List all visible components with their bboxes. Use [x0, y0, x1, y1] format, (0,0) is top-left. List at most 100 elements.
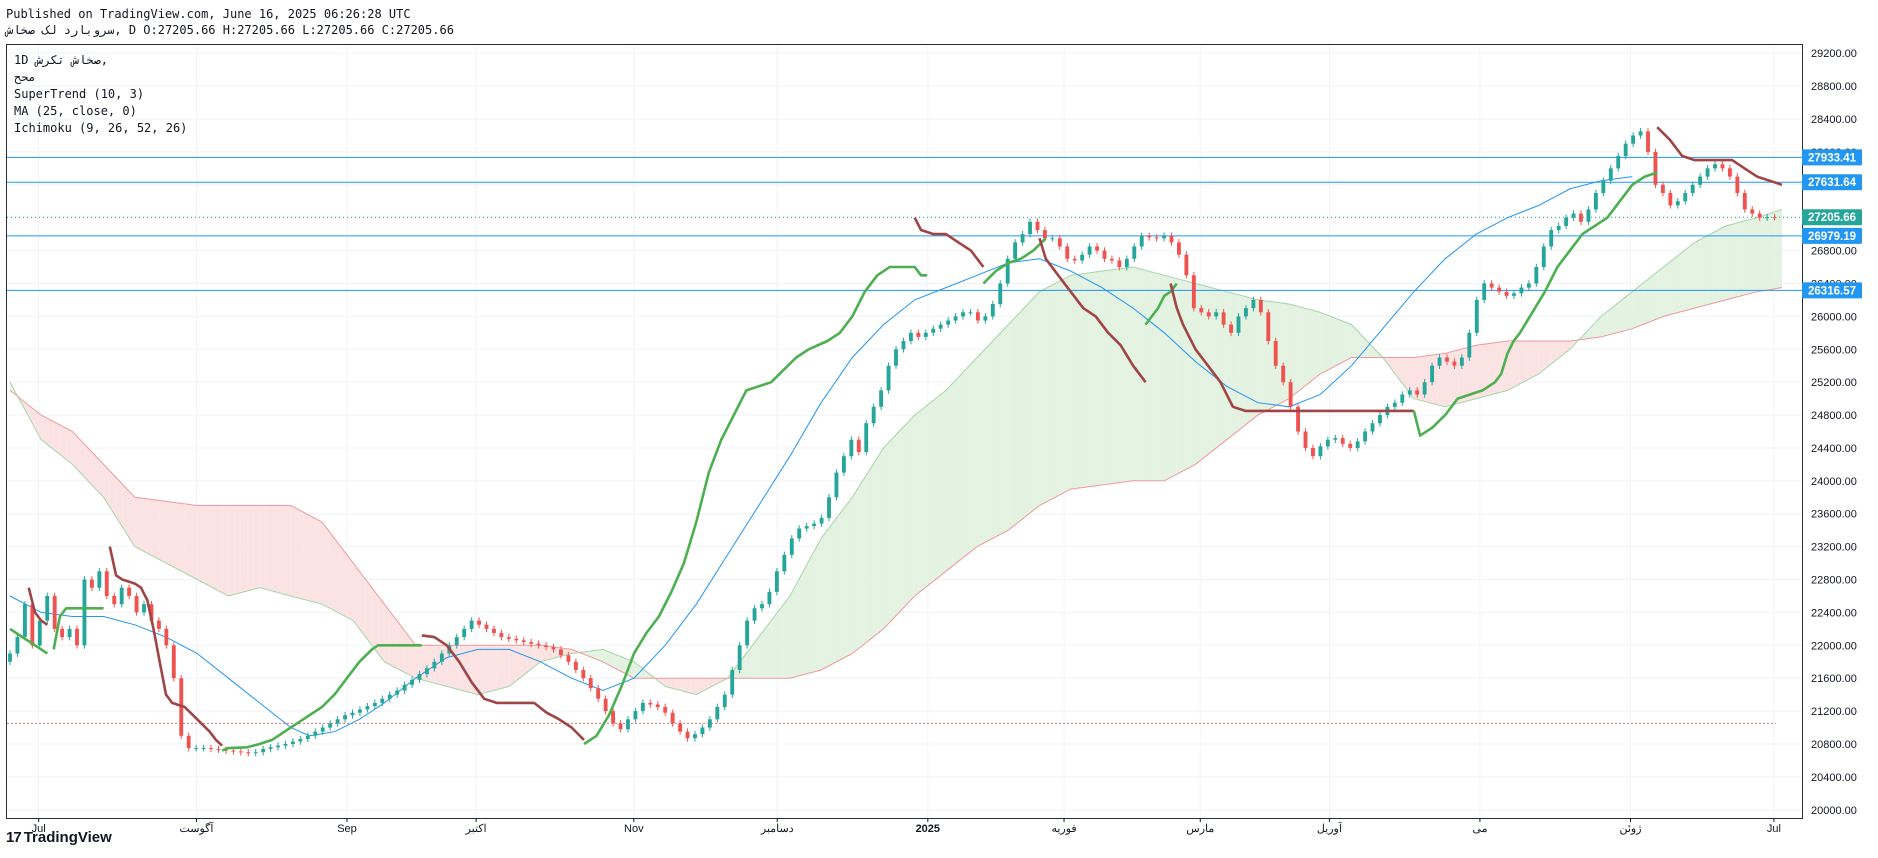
legend-exchange: محح	[14, 70, 36, 84]
ichimoku-cloud-segment	[209, 505, 216, 590]
candle-body	[1072, 258, 1077, 261]
ichimoku-cloud-segment	[1725, 224, 1733, 300]
candle-body	[402, 684, 407, 691]
candle-body	[1571, 213, 1576, 218]
ichimoku-cloud-segment	[1588, 322, 1595, 339]
supertrend-up-line	[52, 606, 104, 650]
candle-body	[238, 751, 243, 753]
ichimoku-cloud-segment	[1357, 331, 1364, 358]
candle-body	[514, 638, 519, 641]
candle-body	[767, 591, 772, 605]
ichimoku-cloud-segment	[1145, 270, 1152, 481]
x-tick-label: آوریل	[1317, 822, 1343, 835]
candle-body	[97, 571, 102, 588]
ichimoku-cloud-segment	[740, 653, 747, 679]
price-label-box	[1802, 209, 1862, 226]
candle-body	[640, 702, 645, 712]
ichimoku-cloud-segment	[1189, 281, 1196, 468]
candle-body	[156, 620, 161, 629]
ichimoku-cloud-segment	[1226, 291, 1233, 440]
ichimoku-cloud-segment	[309, 515, 316, 603]
candle-body	[1124, 258, 1129, 268]
ichimoku-cloud-segment	[1195, 283, 1202, 465]
ichimoku-cloud-segment	[995, 331, 1003, 537]
ichimoku-cloud-segment	[827, 521, 834, 667]
ichimoku-cloud-segment	[1463, 346, 1471, 402]
legend-supertrend[interactable]: SuperTrend (10, 3)	[14, 87, 145, 101]
candle-body	[365, 706, 370, 710]
legend-ma[interactable]: MA (25, close, 0)	[14, 104, 137, 118]
candle-body	[908, 332, 913, 342]
candle-body	[1042, 230, 1047, 239]
candle-body	[1154, 237, 1159, 239]
candle-body	[1638, 131, 1643, 136]
ichimoku-cloud-segment	[671, 678, 678, 690]
ichimoku-cloud-segment	[889, 434, 897, 623]
candle-body	[1631, 135, 1636, 144]
ichimoku-cloud-segment	[496, 645, 503, 690]
ichimoku-cloud-segment	[1351, 324, 1358, 358]
candle-body	[469, 620, 474, 629]
candle-body	[1549, 230, 1554, 247]
x-tick-label: دسامبر	[760, 823, 794, 835]
ichimoku-cloud-segment	[1738, 220, 1745, 297]
candle-body	[1251, 299, 1256, 309]
candle-body	[745, 620, 750, 646]
candle-body	[819, 517, 824, 524]
ichimoku-cloud-segment	[278, 505, 285, 595]
candle-body	[581, 669, 586, 679]
ichimoku-cloud-segment	[839, 505, 847, 661]
ichimoku-cloud-segment	[1270, 301, 1277, 409]
ichimoku-cloud-segment	[877, 447, 884, 634]
ichimoku-cloud-segment	[1619, 296, 1627, 332]
ichimoku-cloud-segment	[1251, 298, 1258, 420]
tradingview-logo[interactable]: 17 TradingView	[6, 829, 112, 846]
candle-body	[1087, 246, 1092, 255]
candle-body	[1675, 201, 1680, 206]
ichimoku-cloud-segment	[1694, 239, 1701, 309]
ichimoku-cloud-segment	[134, 497, 142, 550]
supertrend-up-line	[982, 237, 1047, 285]
supertrend-up-line	[583, 265, 928, 746]
candle-body	[1526, 283, 1531, 288]
supertrend-up-line	[9, 627, 49, 655]
candle-body	[1095, 246, 1099, 251]
ichimoku-cloud-segment	[515, 645, 522, 682]
candle-body	[1258, 299, 1263, 313]
ichimoku-cloud-segment	[621, 656, 628, 675]
ichimoku-cloud-segment	[384, 604, 391, 666]
ichimoku-cloud-segment	[1757, 215, 1764, 292]
ichimoku-cloud-segment	[846, 497, 853, 657]
candle-body	[1325, 439, 1330, 447]
ichimoku-cloud-segment	[1089, 271, 1096, 487]
candle-body	[1579, 213, 1583, 222]
candle-body	[30, 604, 35, 646]
candle-body	[1742, 193, 1747, 210]
x-tick-label: Jul	[32, 823, 46, 835]
candle-body	[1378, 415, 1382, 424]
ma-line	[9, 176, 1633, 737]
ichimoku-cloud-segment	[690, 678, 697, 695]
candle-body	[1422, 382, 1427, 395]
ichimoku-cloud-segment	[752, 637, 759, 679]
ichimoku-cloud-segment	[1301, 307, 1308, 389]
ichimoku-cloud-segment	[1095, 271, 1102, 486]
symbol-ohlc-line: سروبارد لک صخاش, D O:27205.66 H:27205.66…	[6, 23, 454, 37]
supertrend-up-line	[1412, 171, 1658, 437]
ichimoku-cloud-segment	[1164, 275, 1171, 481]
ichimoku-cloud-segment	[78, 438, 85, 478]
ichimoku-cloud-segment	[1170, 276, 1177, 478]
price-label-box	[1802, 282, 1862, 299]
candle-body	[841, 456, 846, 473]
ichimoku-cloud-segment	[1033, 291, 1040, 511]
ichimoku-cloud-segment	[328, 530, 335, 611]
ichimoku-cloud-segment	[1014, 311, 1021, 526]
ichimoku-cloud-segment	[1070, 274, 1077, 490]
ichimoku-cloud-segment	[1744, 219, 1751, 295]
ichimoku-cloud-segment	[789, 584, 797, 679]
candle-body	[611, 711, 616, 724]
ichimoku-cloud-segment	[1457, 348, 1464, 404]
legend-ichimoku[interactable]: Ichimoku (9, 26, 52, 26)	[14, 121, 188, 135]
candle-body	[1735, 176, 1740, 194]
